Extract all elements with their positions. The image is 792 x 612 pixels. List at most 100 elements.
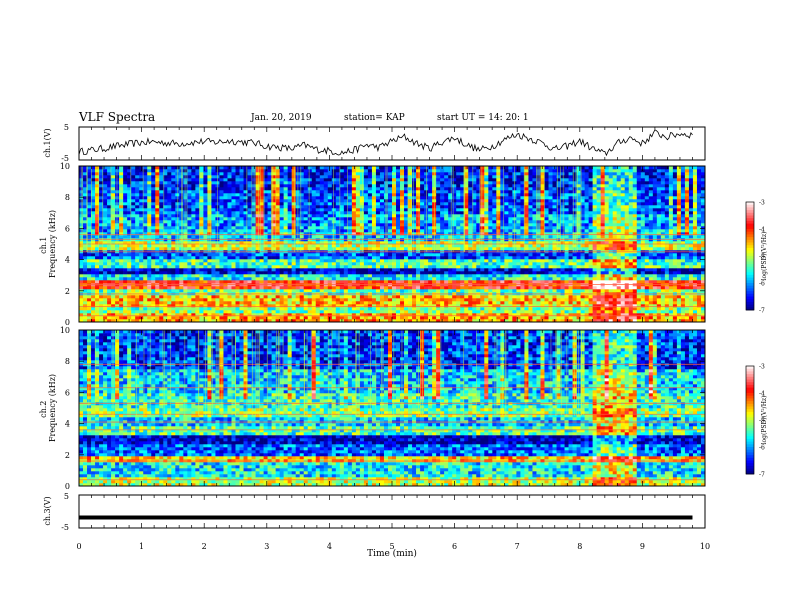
spectrogram-cell bbox=[311, 214, 317, 218]
spectrogram-cell bbox=[247, 262, 252, 266]
spectrogram-cell bbox=[119, 223, 124, 227]
spectrogram-cell bbox=[155, 304, 160, 308]
spectrogram-cell bbox=[375, 235, 381, 239]
spectrogram-cell bbox=[335, 244, 341, 248]
spectrogram-cell bbox=[215, 256, 220, 260]
spectrogram-cell bbox=[171, 220, 176, 224]
spectrogram-cell bbox=[191, 232, 196, 236]
spectrogram-cell bbox=[383, 271, 389, 275]
spectrogram-cell bbox=[416, 316, 421, 320]
spectrogram-cell bbox=[416, 268, 421, 272]
spectrogram-cell bbox=[155, 184, 160, 188]
spectrogram-cell bbox=[239, 169, 244, 173]
spectrogram-cell bbox=[351, 247, 357, 251]
spectrogram-cell bbox=[199, 184, 204, 188]
spectrogram-cell bbox=[255, 214, 260, 218]
spectrogram-cell bbox=[87, 223, 92, 227]
spectrogram-cell bbox=[255, 181, 260, 185]
spectrogram-cell bbox=[83, 286, 88, 290]
spectrogram-cell bbox=[400, 214, 405, 218]
spectrogram-cell bbox=[335, 205, 341, 209]
spectrogram-cell bbox=[247, 289, 252, 293]
spectrogram-cell bbox=[175, 166, 180, 170]
spectrogram-cell bbox=[315, 304, 321, 308]
spectrogram-cell bbox=[103, 271, 108, 275]
spectrogram-cell bbox=[331, 298, 337, 302]
spectrogram-cell bbox=[211, 244, 216, 248]
spectrogram-cell bbox=[115, 304, 120, 308]
spectrogram-cell bbox=[111, 286, 116, 290]
spectrogram-cell bbox=[211, 175, 216, 179]
spectrogram-cell bbox=[91, 286, 96, 290]
spectrogram-cell bbox=[287, 244, 292, 248]
spectrogram-cell bbox=[271, 220, 276, 224]
spectrogram-cell bbox=[215, 298, 220, 302]
spectrogram-cell bbox=[139, 229, 144, 233]
spectrogram-cell bbox=[279, 295, 284, 299]
spectrogram-cell bbox=[87, 217, 92, 221]
spectrogram-cell bbox=[231, 316, 236, 320]
spectrogram-cell bbox=[367, 319, 373, 323]
spectrogram-cell bbox=[383, 265, 389, 269]
spectrogram-cell bbox=[155, 271, 160, 275]
spectrogram-cell bbox=[83, 202, 88, 206]
spectrogram-cell bbox=[420, 286, 425, 290]
spectrogram-cell bbox=[227, 208, 232, 212]
spectrogram-cell bbox=[135, 169, 140, 173]
spectrogram-cell bbox=[123, 298, 128, 302]
spectrogram-cell bbox=[207, 274, 212, 278]
spectrogram-cell bbox=[159, 319, 164, 323]
spectrogram-cell bbox=[223, 202, 228, 206]
spectrogram-cell bbox=[311, 280, 317, 284]
spectrogram-cell bbox=[404, 196, 409, 200]
spectrogram-cell bbox=[263, 232, 268, 236]
spectrogram-cell bbox=[187, 196, 192, 200]
spectrogram-cell bbox=[251, 172, 256, 176]
spectrogram-cell bbox=[187, 253, 192, 257]
spectrogram-cell bbox=[219, 268, 224, 272]
spectrogram-cell bbox=[151, 304, 156, 308]
spectrogram-cell bbox=[424, 289, 429, 293]
spectrogram-cell bbox=[175, 217, 180, 221]
spectrogram-cell bbox=[243, 205, 248, 209]
spectrogram-cell bbox=[167, 319, 172, 323]
spectrogram-cell bbox=[223, 208, 228, 212]
spectrogram-cell bbox=[327, 190, 333, 194]
spectrogram-cell bbox=[291, 313, 296, 317]
spectrogram-cell bbox=[299, 196, 305, 200]
spectrogram-cell bbox=[223, 301, 228, 305]
spectrogram-cell bbox=[239, 181, 244, 185]
spectrogram-cell bbox=[207, 316, 212, 320]
spectrogram-cell bbox=[187, 271, 192, 275]
spectrogram-cell bbox=[371, 172, 377, 176]
spectrogram-cell bbox=[400, 277, 405, 281]
spectrogram-cell bbox=[199, 271, 204, 275]
spectrogram-cell bbox=[315, 286, 321, 290]
spectrogram-cell bbox=[315, 175, 321, 179]
spectrogram-cell bbox=[416, 244, 421, 248]
spectrogram-cell bbox=[371, 277, 377, 281]
spectrogram-cell bbox=[355, 214, 361, 218]
spectrogram-cell bbox=[179, 262, 184, 266]
spectrogram-cell bbox=[383, 319, 389, 323]
spectrogram-cell bbox=[375, 253, 381, 257]
spectrogram-cell bbox=[412, 178, 417, 182]
spectrogram-cell bbox=[155, 226, 160, 230]
spectrogram-cell bbox=[396, 307, 401, 311]
spectrogram-cell bbox=[163, 241, 168, 245]
spectrogram-cell bbox=[151, 316, 156, 320]
spectrogram-cell bbox=[195, 229, 200, 233]
spectrogram-cell bbox=[235, 289, 240, 293]
spectrogram-cell bbox=[139, 280, 144, 284]
spectrogram-cell bbox=[291, 169, 296, 173]
spectrogram-cell bbox=[175, 235, 180, 239]
spectrogram-cell bbox=[199, 259, 204, 263]
spectrogram-cell bbox=[123, 217, 128, 221]
spectrogram-cell bbox=[440, 190, 445, 194]
spectrogram-cell bbox=[159, 298, 164, 302]
spectrogram-cell bbox=[167, 289, 172, 293]
spectrogram-cell bbox=[259, 199, 264, 203]
spectrogram-cell bbox=[416, 319, 421, 323]
spectrogram-cell bbox=[163, 172, 168, 176]
spectrogram-cell bbox=[448, 319, 453, 323]
